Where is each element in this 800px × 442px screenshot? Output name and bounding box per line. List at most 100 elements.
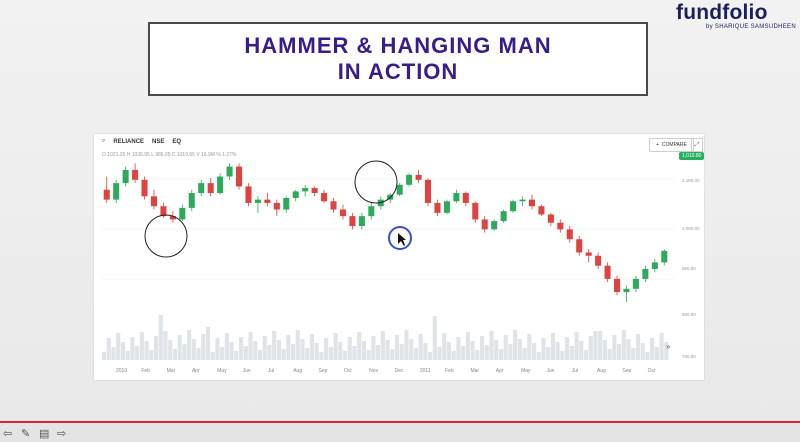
volume-bar: [583, 350, 589, 360]
candle-body: [661, 250, 668, 263]
volume-bar: [475, 350, 480, 360]
last-price-tag: 1,019.80: [679, 152, 705, 160]
brand-byline: by SHARIQUE SAMSUDHEEN: [706, 24, 796, 30]
volume-bar: [276, 340, 281, 360]
volume-bar: [574, 332, 579, 360]
volume-bar: [163, 331, 168, 360]
slide: fundfolio by SHARIQUE SAMSUDHEEN HAMMER …: [0, 0, 800, 420]
plus-icon: +: [656, 142, 659, 148]
volume-bar: [409, 339, 414, 360]
x-axis-month-label: Aug: [293, 368, 302, 374]
volume-bar: [489, 331, 494, 360]
exchange-label-eq[interactable]: EQ: [172, 138, 182, 145]
y-axis-label: 1,050.00: [682, 226, 700, 231]
volume-bar: [555, 342, 560, 360]
volume-bar: [621, 330, 626, 360]
volume-bar: [328, 347, 333, 360]
slide-title-line1: HAMMER & HANGING MAN: [244, 33, 552, 58]
volume-bar: [418, 334, 423, 360]
candle-body: [547, 214, 554, 223]
volume-bar: [456, 337, 461, 360]
volume-bar: [196, 348, 201, 360]
volume-bar: [650, 338, 655, 360]
volume-bar: [428, 352, 433, 360]
volume-bar: [480, 336, 485, 360]
candle-body: [245, 186, 252, 203]
x-axis-month-label: Jul: [268, 368, 274, 374]
volume-bar: [352, 346, 357, 360]
y-axis-label: 1,150.00: [682, 178, 700, 183]
x-axis-month-label: May: [521, 368, 531, 374]
x-axis-month-label: Jun: [243, 368, 251, 374]
volume-bar: [272, 331, 277, 360]
compare-button[interactable]: + COMPARE: [649, 138, 694, 152]
notes-icon[interactable]: ▤: [39, 428, 50, 440]
volume-bar: [541, 338, 546, 360]
volume-bar: [248, 332, 253, 360]
volume-bar: [437, 347, 442, 360]
volume-bar: [607, 349, 612, 360]
volume-bar: [461, 346, 466, 360]
candle-body: [623, 288, 630, 293]
x-axis-month-label: Feb: [141, 368, 150, 374]
volume-bar: [366, 350, 371, 360]
x-axis-month-label: Sep: [622, 368, 631, 374]
pen-icon[interactable]: ✎: [21, 428, 31, 440]
candle-body: [160, 206, 167, 217]
volume-bar: [139, 332, 144, 360]
candle-body: [179, 207, 186, 220]
search-icon[interactable]: ⌕: [102, 138, 106, 144]
volume-bar: [593, 331, 598, 360]
volume-bar: [106, 338, 111, 360]
back-arrow-icon[interactable]: ⇦: [3, 428, 13, 440]
exchange-label-nse[interactable]: NSE: [152, 138, 165, 145]
forward-arrow-icon[interactable]: ⇨: [57, 428, 67, 440]
x-axis-month-label: Feb: [445, 368, 454, 374]
volume-bar: [588, 336, 593, 360]
candle-body: [576, 239, 583, 253]
volume-bar: [565, 337, 570, 360]
candle-body: [141, 179, 148, 197]
volume-bar: [144, 341, 149, 360]
x-axis-month-label: Oct: [344, 368, 352, 374]
volume-bar: [640, 343, 645, 360]
volume-bar: [281, 349, 286, 360]
volume-bar: [158, 315, 163, 360]
volume-bar: [371, 336, 376, 360]
volume-bar: [102, 352, 107, 360]
expand-icon[interactable]: ⤢: [691, 138, 703, 152]
candle-body: [443, 201, 450, 213]
volume-bar: [224, 333, 229, 360]
volume-bar: [446, 342, 452, 360]
volume-bar: [522, 348, 527, 360]
x-axis-month-label: Apr: [192, 368, 200, 374]
volume-bar: [153, 336, 159, 360]
progress-line[interactable]: [0, 421, 800, 423]
volume-bar: [451, 351, 456, 360]
candle-body: [557, 222, 564, 230]
volume-bar: [135, 346, 140, 360]
candle-body: [528, 199, 535, 207]
volume-bar: [168, 340, 173, 360]
x-axis-month-label: Oct: [648, 368, 656, 374]
volume-bar: [172, 349, 177, 360]
volume-bar: [380, 331, 385, 360]
volume-bar: [399, 344, 404, 360]
x-axis-month-label: Mar: [470, 368, 479, 374]
hammer-circle-annotation: [144, 214, 188, 258]
scroll-right-icon[interactable]: »: [666, 342, 671, 351]
volume-bar: [125, 351, 130, 360]
hanging-man-circle-annotation: [354, 160, 398, 204]
candlestick-chart: 1,150.00 1,050.00 950.00 800.00 700.00 » 2010 F…: [102, 160, 700, 374]
candle-body: [368, 206, 375, 217]
volume-bar: [631, 348, 636, 360]
volume-bar: [286, 335, 291, 360]
volume-bar: [376, 345, 381, 360]
candle-body: [103, 189, 110, 200]
volume-bar: [626, 339, 631, 360]
volume-bar: [361, 341, 366, 360]
candle-body: [651, 262, 658, 269]
volume-bar: [309, 334, 315, 360]
candle-body: [538, 206, 545, 215]
player-bar: [0, 420, 800, 442]
